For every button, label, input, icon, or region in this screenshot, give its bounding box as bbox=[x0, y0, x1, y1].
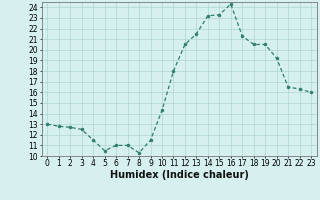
X-axis label: Humidex (Indice chaleur): Humidex (Indice chaleur) bbox=[110, 170, 249, 180]
